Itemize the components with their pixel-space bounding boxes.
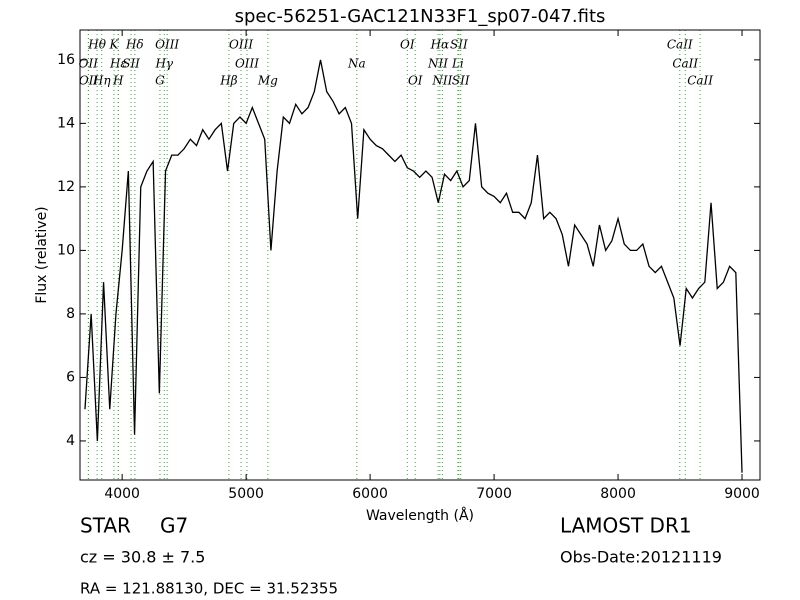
- spectral-line-label: CaII: [687, 74, 713, 88]
- spectral-line-label: CaII: [667, 38, 693, 52]
- subclass: G7: [160, 514, 188, 538]
- y-axis-label: Flux (relative): [34, 206, 50, 303]
- x-tick-label: 7000: [476, 486, 512, 502]
- x-tick-label: 9000: [724, 486, 760, 502]
- spectral-line-label: NII: [431, 74, 452, 88]
- y-tick-label: 14: [57, 115, 75, 131]
- x-axis-label: Wavelength (Å): [366, 507, 474, 524]
- spectral-line-label: OIII: [235, 57, 259, 71]
- spectral-line-label: Hη: [92, 74, 111, 88]
- spectral-line-label: SII: [452, 74, 470, 88]
- spectral-line-label: Li: [451, 57, 464, 71]
- spectral-line-label: SII: [450, 38, 468, 52]
- spectral-line-label: CaII: [672, 57, 698, 71]
- spectral-line-label: Hγ: [154, 57, 173, 71]
- x-tick-label: 6000: [352, 486, 388, 502]
- y-tick-label: 4: [66, 433, 75, 449]
- plot-frame: [79, 29, 761, 481]
- survey: LAMOST DR1: [560, 514, 692, 538]
- spectral-line-label: OIII: [155, 38, 179, 52]
- spectral-line-label: OI: [400, 38, 415, 52]
- x-tick-label: 4000: [104, 486, 140, 502]
- spectral-line-label: Hδ: [125, 38, 144, 52]
- spectrum-line: [84, 59, 743, 473]
- y-tick-label: 12: [57, 179, 75, 195]
- chart-title: spec-56251-GAC121N33F1_sp07-047.fits: [235, 6, 606, 27]
- y-tick-label: 8: [66, 306, 75, 322]
- spectral-line-label: OII: [79, 74, 99, 88]
- x-tick-label: 5000: [228, 486, 264, 502]
- spectral-line-label: Na: [347, 57, 366, 71]
- class: STAR: [80, 514, 131, 538]
- coords: RA = 121.88130, DEC = 31.52355: [80, 580, 338, 598]
- spectral-line-label: Hα: [430, 38, 450, 52]
- spectral-line-label: H: [112, 74, 124, 88]
- spectral-line-label: Hβ: [219, 74, 237, 88]
- spectral-line-label: SII: [122, 57, 140, 71]
- spectral-line-label: NII: [427, 57, 448, 71]
- spectral-line-label: Hε: [109, 57, 127, 71]
- y-tick-label: 10: [57, 242, 75, 258]
- cz: cz = 30.8 ± 7.5: [80, 548, 205, 567]
- obs-date: Obs-Date:20121119: [560, 548, 722, 567]
- y-tick-label: 16: [57, 52, 75, 68]
- spectral-line-label: G: [155, 74, 165, 88]
- spectral-line-label: K: [108, 38, 119, 52]
- spectral-line-label: Hθ: [87, 38, 106, 52]
- spectral-line-label: OIII: [229, 38, 253, 52]
- spectral-line-label: OI: [408, 74, 423, 88]
- spectral-line-label: Mg: [257, 74, 278, 88]
- x-tick-label: 8000: [600, 486, 636, 502]
- y-tick-label: 6: [66, 369, 75, 385]
